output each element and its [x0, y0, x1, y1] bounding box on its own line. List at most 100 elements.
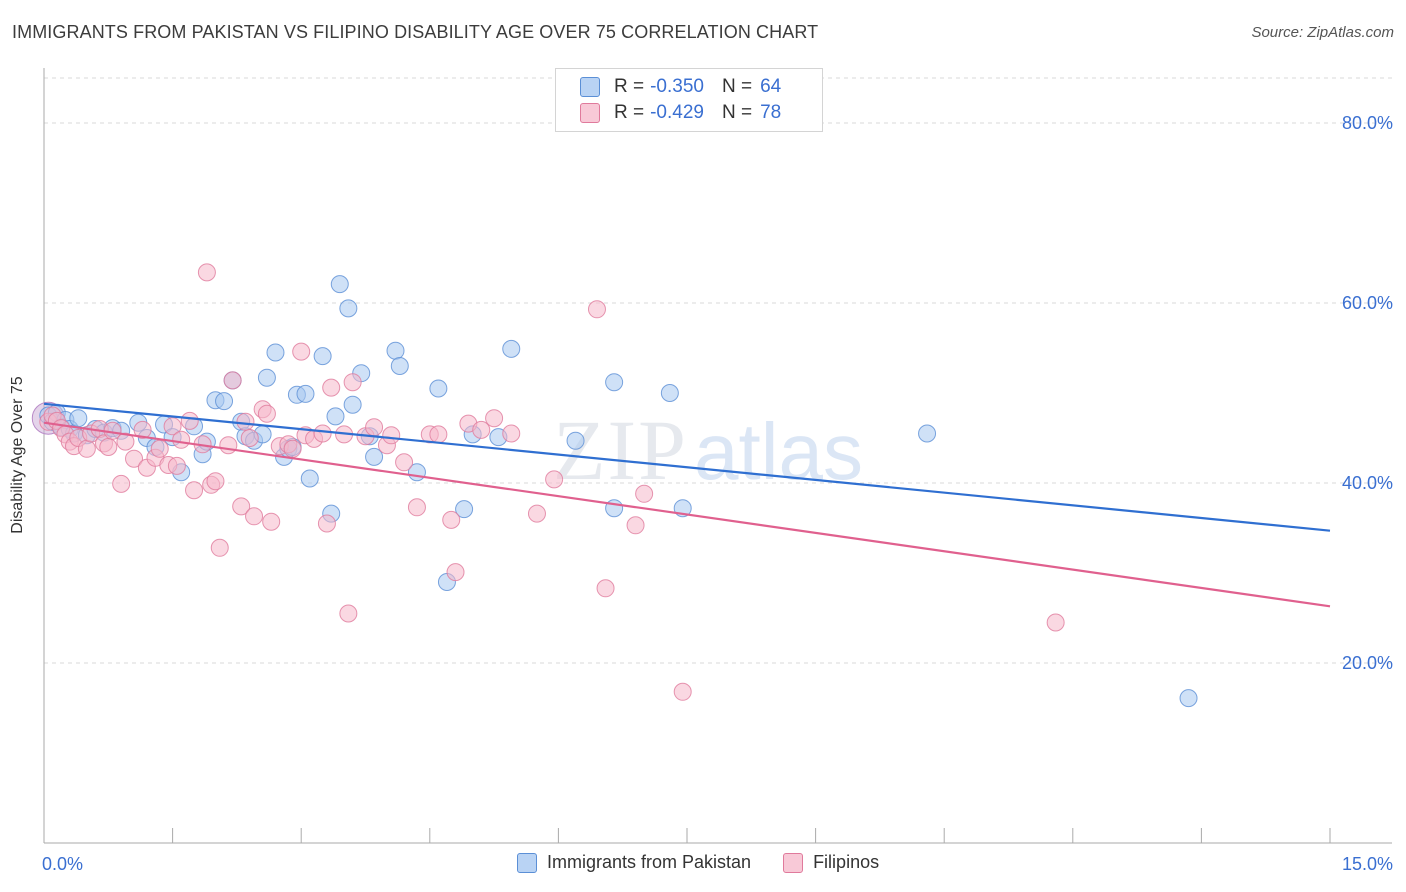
data-point [429, 425, 448, 444]
data-point [330, 275, 349, 294]
stats-legend: R = -0.350 N = 64 R = -0.429 N = 78 [555, 68, 823, 132]
y-tick-label: 20.0% [1342, 653, 1393, 673]
trend-line [43, 402, 1331, 532]
data-point [455, 500, 474, 519]
data-point [116, 432, 135, 451]
data-point [326, 407, 345, 426]
legend-swatch-pink [783, 852, 804, 873]
data-point [382, 426, 401, 445]
data-point [626, 516, 645, 535]
data-point [605, 373, 624, 392]
data-point [317, 514, 336, 533]
data-point [99, 438, 118, 456]
data-point [266, 343, 285, 362]
x-tick-label: 15.0% [1342, 854, 1393, 874]
legend-label-pakistan: Immigrants from Pakistan [547, 852, 752, 872]
data-point [1179, 689, 1198, 708]
data-point [343, 373, 362, 392]
legend-r-value: -0.350 [650, 76, 704, 97]
data-point [566, 431, 585, 450]
data-point [167, 456, 186, 475]
legend-n-label: N = [721, 102, 753, 123]
data-point [223, 371, 242, 390]
data-point [77, 439, 96, 458]
data-point [172, 430, 191, 449]
data-point [660, 384, 679, 402]
legend-item-filipinos: Filipinos [783, 852, 879, 873]
data-point [545, 470, 564, 489]
data-point [180, 411, 199, 430]
data-point [313, 424, 332, 443]
data-point [502, 424, 521, 443]
legend-swatch-pink [580, 103, 600, 123]
data-point [245, 507, 264, 526]
legend-swatch-blue [580, 77, 600, 97]
data-point [1046, 613, 1065, 632]
data-point [429, 379, 448, 398]
data-point [386, 341, 405, 360]
data-point [257, 368, 276, 387]
y-tick-label: 40.0% [1342, 473, 1393, 493]
legend-n-value: 78 [760, 102, 782, 123]
trend-line [43, 421, 1331, 608]
data-point [390, 357, 409, 375]
data-point [236, 412, 255, 431]
data-point [150, 439, 169, 458]
legend-n-label: N = [721, 76, 753, 97]
data-point [442, 510, 461, 529]
legend-r-label: R = [614, 76, 645, 97]
chart-title: IMMIGRANTS FROM PAKISTAN VS FILIPINO DIS… [12, 22, 819, 42]
data-point [257, 404, 276, 423]
data-point [322, 378, 341, 397]
data-point [219, 436, 238, 455]
data-point [673, 682, 692, 701]
legend-row-pakistan: R = -0.350 N = 64 [580, 74, 799, 100]
legend-swatch-blue [517, 852, 537, 873]
data-point [125, 449, 144, 468]
data-point [185, 481, 204, 500]
data-point [232, 497, 251, 516]
legend-row-filipinos: R = -0.429 N = 78 [580, 100, 799, 126]
data-point [215, 392, 234, 411]
data-point [296, 384, 315, 403]
data-point [343, 395, 362, 414]
data-point [133, 420, 152, 439]
data-point [206, 472, 225, 491]
data-point [472, 420, 491, 439]
data-point [527, 504, 546, 523]
legend-item-pakistan: Immigrants from Pakistan [517, 852, 751, 873]
data-point [587, 300, 606, 319]
legend-r-label: R = [614, 102, 645, 123]
data-point [407, 498, 426, 517]
data-point [313, 347, 332, 366]
data-point [163, 417, 182, 436]
watermark-zip: ZIP [553, 402, 688, 498]
data-point [635, 484, 654, 503]
data-point [339, 604, 358, 623]
y-axis-label: Disability Age Over 75 [9, 376, 26, 534]
data-point [197, 263, 216, 282]
data-point [69, 409, 88, 428]
data-point [112, 474, 131, 493]
data-point [395, 453, 414, 472]
data-point [485, 409, 504, 428]
data-point [918, 424, 937, 443]
y-tick-label: 60.0% [1342, 293, 1393, 313]
source-label: Source: ZipAtlas.com [1251, 24, 1394, 41]
data-point [283, 439, 302, 458]
legend-label-filipinos: Filipinos [813, 852, 880, 872]
data-point [365, 418, 384, 437]
legend-n-value: 64 [760, 76, 782, 97]
x-tick-label: 0.0% [42, 854, 83, 874]
data-point [365, 447, 384, 466]
data-point [446, 563, 465, 582]
data-point [502, 339, 521, 358]
data-point [339, 299, 358, 318]
y-tick-label: 80.0% [1342, 113, 1393, 133]
data-point [210, 538, 229, 557]
data-point [240, 429, 259, 447]
data-point [596, 579, 615, 598]
data-point [300, 469, 319, 488]
data-point [292, 342, 311, 361]
